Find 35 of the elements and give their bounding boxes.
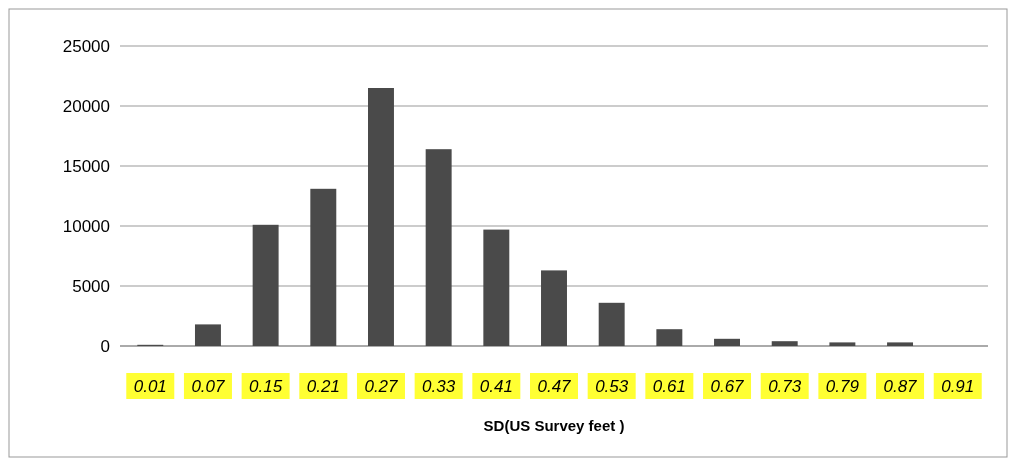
bar — [483, 229, 510, 346]
y-tick-label: 15000 — [62, 156, 110, 176]
bar — [425, 149, 452, 346]
x-tick-label: 0.87 — [883, 376, 918, 396]
x-tick-label: 0.07 — [191, 376, 226, 396]
x-tick-label: 0.61 — [652, 376, 686, 396]
x-axis-title: SD(US Survey feet ) — [483, 417, 625, 434]
y-tick-label: 20000 — [62, 96, 110, 116]
y-tick-label: 5000 — [72, 276, 110, 296]
x-tick-label: 0.27 — [364, 376, 399, 396]
bar — [541, 270, 567, 346]
bar — [310, 188, 337, 346]
bar — [598, 302, 625, 346]
x-tick-label: 0.41 — [479, 376, 513, 396]
bar — [194, 324, 221, 346]
bar — [829, 342, 856, 346]
x-tick-label: 0.53 — [595, 376, 629, 396]
x-tick-label: 0.47 — [537, 376, 572, 396]
bar — [887, 342, 914, 346]
bar — [368, 88, 394, 346]
x-tick-label: 0.79 — [825, 376, 860, 396]
x-tick-label: 0.15 — [249, 376, 283, 396]
y-tick-label: 25000 — [62, 36, 110, 56]
x-tick-label: 0.01 — [133, 376, 167, 396]
bar — [714, 338, 740, 346]
x-tick-label: 0.67 — [710, 376, 745, 396]
x-tick-label: 0.33 — [422, 376, 456, 396]
y-tick-label: 0 — [100, 336, 110, 356]
bar — [252, 224, 279, 346]
bar — [656, 329, 683, 346]
bar — [771, 341, 798, 346]
x-tick-label: 0.21 — [306, 376, 340, 396]
x-tick-label: 0.73 — [768, 376, 802, 396]
y-tick-label: 10000 — [62, 216, 110, 236]
x-tick-label: 0.91 — [941, 376, 975, 396]
